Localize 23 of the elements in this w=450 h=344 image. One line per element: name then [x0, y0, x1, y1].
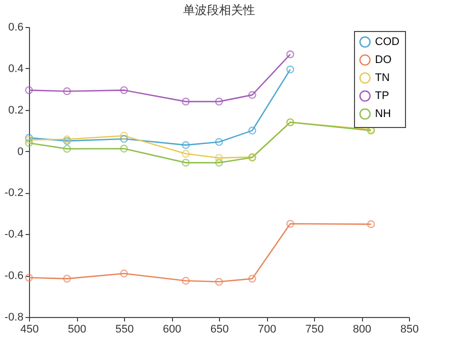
legend-label: DO — [375, 54, 392, 66]
x-tick-label: 650 — [210, 324, 229, 336]
x-tick-label: 500 — [68, 324, 86, 336]
legend-label: TN — [375, 72, 390, 84]
y-tick-label: -0.2 — [4, 187, 24, 200]
y-tick-label: -0.4 — [4, 228, 24, 241]
chart-title: 单波段相关性 — [183, 3, 255, 17]
y-tick-label: 0.6 — [8, 22, 24, 34]
x-tick-label: 600 — [162, 324, 182, 336]
x-tick-label: 850 — [400, 324, 419, 336]
y-tick-label: -0.6 — [4, 270, 24, 282]
y-tick-label: -0.8 — [4, 312, 24, 324]
x-tick-label: 450 — [20, 324, 39, 336]
legend-label: NH — [375, 108, 391, 120]
y-tick-label: 0.2 — [8, 104, 24, 116]
x-tick-label: 700 — [258, 324, 276, 336]
legend-label: TP — [375, 90, 390, 102]
x-tick-label: 550 — [115, 324, 134, 336]
y-tick-label: 0.4 — [8, 62, 24, 75]
legend-label: COD — [375, 36, 400, 48]
y-tick-label: 0 — [17, 146, 24, 158]
x-tick-label: 750 — [305, 324, 324, 336]
x-tick-label: 800 — [352, 324, 372, 336]
